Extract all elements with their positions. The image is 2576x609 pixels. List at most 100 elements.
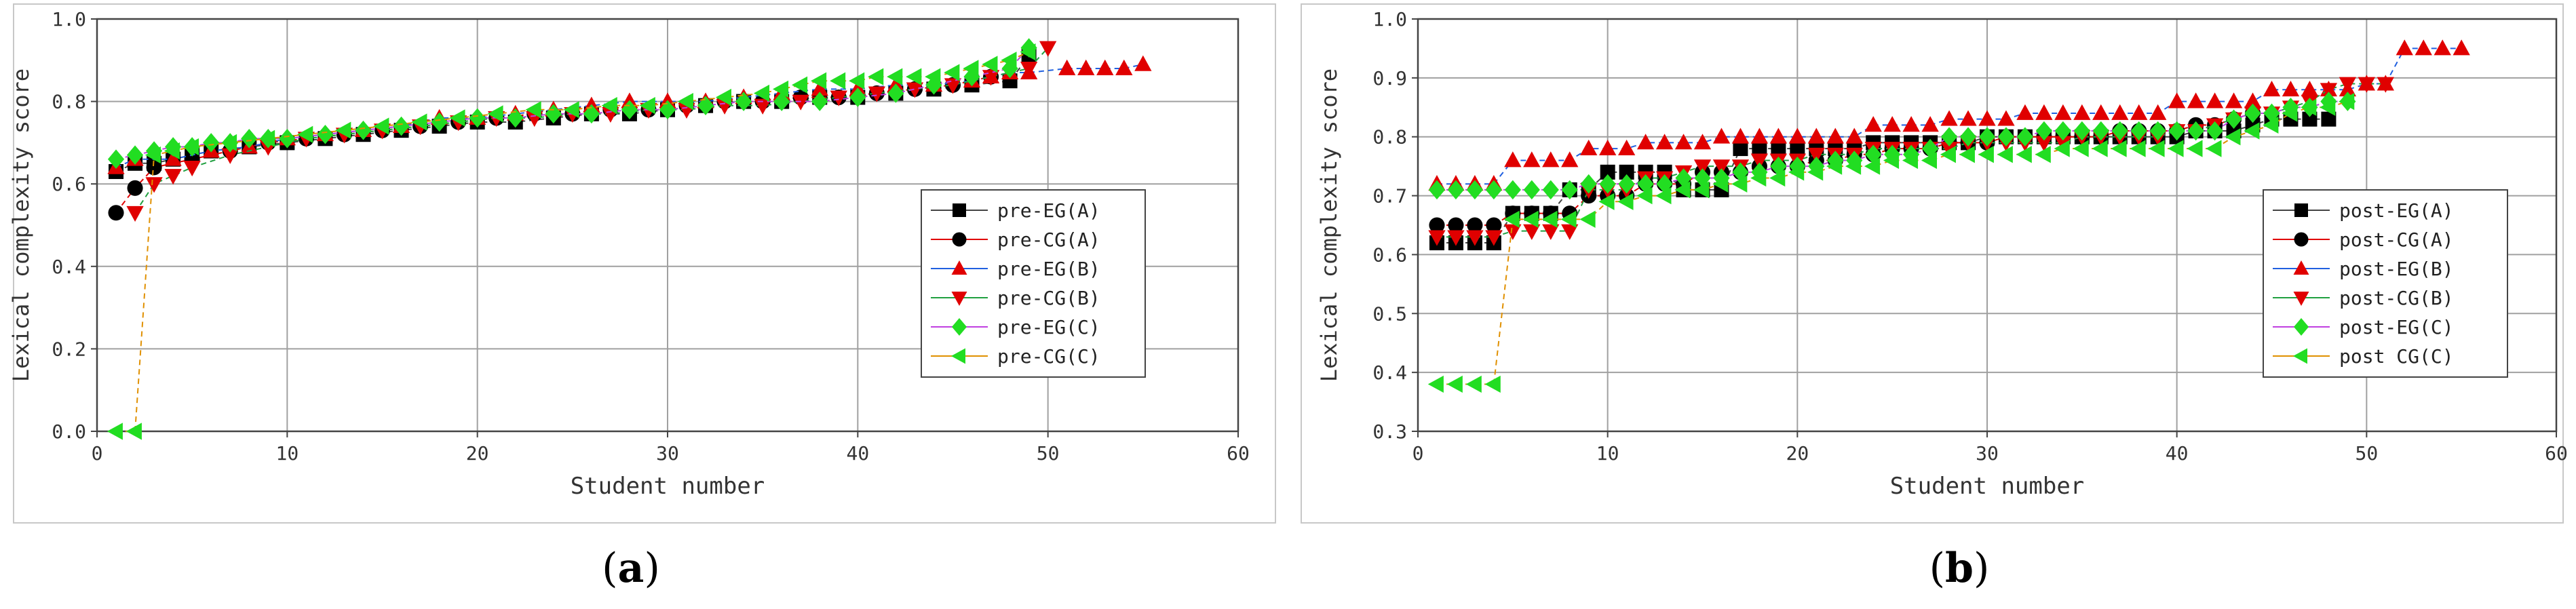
data-point	[1712, 159, 1731, 176]
x-tick-label: 50	[2355, 442, 2378, 465]
legend-label: post-EG(A)	[2339, 199, 2454, 222]
data-point	[639, 97, 655, 115]
data-point	[982, 56, 998, 73]
y-tick-label: 1.0	[52, 8, 86, 31]
data-point	[1693, 134, 1712, 150]
data-point	[2073, 121, 2090, 141]
data-point	[1655, 134, 1674, 150]
data-point	[107, 149, 125, 170]
data-point	[2225, 92, 2243, 109]
data-point	[2339, 77, 2357, 93]
panel-caption: (a)	[602, 545, 660, 592]
x-axis-label: Student number	[1890, 473, 2085, 500]
data-point	[1096, 59, 1114, 75]
data-point	[2244, 103, 2261, 123]
data-point	[1693, 181, 1710, 199]
data-point	[1428, 230, 1446, 246]
data-point	[2092, 121, 2109, 141]
data-point	[1446, 375, 1463, 393]
data-point	[126, 145, 144, 165]
data-point	[849, 87, 866, 107]
data-point	[2320, 83, 2338, 99]
data-point	[2302, 111, 2318, 127]
data-point	[677, 92, 693, 111]
data-point	[1523, 151, 1541, 168]
data-point	[1466, 180, 1483, 200]
data-point	[1959, 110, 1977, 126]
data-point	[259, 130, 275, 147]
legend-label: pre-CG(C)	[997, 345, 1100, 368]
data-point	[221, 134, 237, 152]
legend-label: post-CG(A)	[2339, 229, 2454, 251]
data-point	[1039, 41, 1057, 57]
data-point	[583, 104, 600, 124]
data-point	[1617, 193, 1634, 210]
data-point	[2206, 140, 2222, 157]
data-point	[1619, 164, 1634, 180]
data-point	[2282, 81, 2300, 97]
data-point	[1790, 141, 1805, 157]
data-point	[2282, 104, 2298, 122]
chart-a: 0 10 20 30 40 50 60 0.0 0.2 0.4 0.6 0.8 1.0 Student n…	[8, 3, 1276, 592]
data-point	[2396, 39, 2413, 56]
data-point	[182, 138, 199, 156]
x-tick-label: 60	[1227, 442, 1250, 465]
data-point	[1940, 146, 1956, 163]
data-point	[1978, 110, 1996, 126]
data-point	[1522, 210, 1539, 228]
data-point	[487, 105, 503, 123]
data-point	[1427, 375, 1444, 393]
legend-marker	[2294, 203, 2308, 217]
legend-label: pre-EG(A)	[997, 199, 1100, 222]
data-point	[393, 116, 410, 136]
data-point	[1807, 147, 1825, 163]
data-point	[1504, 224, 1522, 240]
data-point	[2168, 121, 2185, 141]
data-point	[811, 92, 828, 111]
data-point	[1865, 144, 1882, 165]
data-point	[1752, 141, 1767, 157]
legend-label: post-CG(B)	[2339, 287, 2454, 309]
legend-marker	[952, 232, 967, 247]
y-tick-label: 0.6	[52, 173, 86, 195]
data-point	[2301, 98, 2317, 116]
data-point	[1997, 110, 2015, 126]
data-point	[1448, 217, 1464, 233]
data-point	[1485, 230, 1503, 246]
data-point	[1077, 59, 1095, 75]
data-point	[1599, 174, 1616, 194]
data-point	[1769, 127, 1788, 144]
data-point	[2111, 104, 2129, 120]
data-point	[2035, 146, 2051, 163]
data-point	[1733, 141, 1748, 157]
data-point	[1486, 217, 1502, 233]
data-point	[145, 177, 163, 193]
data-point	[2187, 121, 2204, 141]
legend-marker	[2293, 348, 2307, 364]
legend-marker	[951, 260, 967, 275]
y-tick-label: 0.4	[52, 256, 86, 278]
data-point	[1807, 127, 1825, 144]
y-tick-label: 0.4	[1372, 361, 1407, 384]
series-line-pre-cg-b	[134, 47, 1049, 214]
data-point	[335, 121, 351, 139]
data-point	[1788, 163, 1805, 181]
data-point	[1466, 230, 1484, 246]
data-point	[2035, 104, 2053, 120]
data-point	[2149, 104, 2167, 120]
data-point	[1826, 127, 1844, 144]
panel-a: 0 10 20 30 40 50 60 0.0 0.2 0.4 0.6 0.8 1.0 Student n…	[0, 0, 1288, 606]
data-point	[1542, 151, 1560, 168]
data-point	[1902, 151, 1919, 170]
data-point	[507, 108, 524, 128]
data-point	[2073, 140, 2089, 157]
data-point	[1561, 180, 1578, 200]
data-point	[1731, 175, 1748, 193]
data-point	[164, 150, 182, 166]
data-point	[221, 148, 239, 164]
data-point	[1921, 116, 1939, 132]
data-point	[1428, 180, 1446, 200]
legend-label: pre-EG(B)	[997, 258, 1100, 280]
data-point	[2168, 140, 2184, 157]
data-point	[2111, 121, 2128, 141]
